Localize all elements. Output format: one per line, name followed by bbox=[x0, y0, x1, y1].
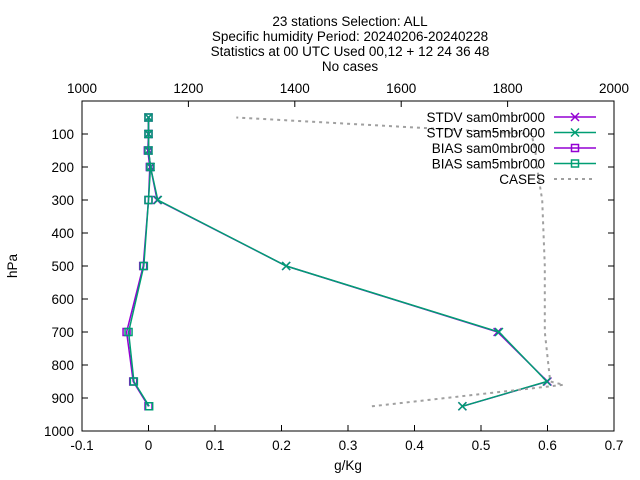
legend-marker bbox=[570, 159, 580, 168]
y-tick-label: 800 bbox=[51, 358, 74, 373]
data-point bbox=[281, 261, 291, 271]
legend-label: STDV sam0mbr000 bbox=[426, 110, 545, 125]
x-tick-label: 0.6 bbox=[538, 438, 557, 453]
series-bias-sam5mbr000 bbox=[124, 113, 155, 411]
title-line-3: Statistics at 00 UTC Used 00,12 + 12 24 … bbox=[211, 44, 490, 59]
legend-label: STDV sam5mbr000 bbox=[426, 126, 545, 141]
legend-label: BIAS sam5mbr000 bbox=[432, 157, 545, 172]
series-line bbox=[127, 117, 152, 407]
legend-label: CASES bbox=[499, 172, 545, 187]
y-tick-label: 500 bbox=[51, 259, 74, 274]
x-axis-ticks: -0.1 0 0.1 0.2 0.3 0.4 0.5 0.6 0.7 bbox=[70, 425, 623, 453]
y-tick-label: 200 bbox=[51, 160, 74, 175]
legend-marker bbox=[570, 127, 580, 138]
y-tick-label: 100 bbox=[51, 127, 74, 142]
x-tick-label: 0 bbox=[145, 438, 153, 453]
data-point bbox=[153, 195, 163, 205]
y-tick-label: 400 bbox=[51, 226, 74, 241]
legend-marker bbox=[570, 143, 580, 153]
y-tick-label: 600 bbox=[51, 292, 74, 307]
x-tick-label: 0.1 bbox=[206, 438, 225, 453]
x2-tick-label: 1600 bbox=[386, 81, 416, 96]
data-point bbox=[144, 113, 153, 122]
data-point bbox=[144, 129, 153, 139]
y-tick-label: 1000 bbox=[44, 424, 74, 439]
data-point bbox=[542, 376, 552, 387]
x-tick-label: -0.1 bbox=[70, 438, 93, 453]
data-point bbox=[457, 401, 467, 411]
y-tick-label: 700 bbox=[51, 325, 74, 340]
legend-label: BIAS sam0mbr000 bbox=[432, 141, 545, 156]
title-line-4: No cases bbox=[322, 59, 379, 74]
y-tick-label: 300 bbox=[51, 193, 74, 208]
x2-tick-label: 1200 bbox=[173, 81, 203, 96]
x2-tick-label: 1000 bbox=[67, 81, 97, 96]
data-point bbox=[129, 377, 139, 386]
chart-title: 23 stations Selection: ALL Specific humi… bbox=[211, 14, 490, 74]
x-tick-label: 0.4 bbox=[405, 438, 424, 453]
x-axis-label: g/Kg bbox=[334, 458, 362, 473]
x-tick-label: 0.2 bbox=[272, 438, 291, 453]
title-line-1: 23 stations Selection: ALL bbox=[272, 14, 428, 29]
data-point bbox=[146, 162, 155, 172]
y-axis-ticks: 100 200 300 400 500 600 700 800 900 1000 bbox=[44, 127, 614, 439]
data-point bbox=[124, 327, 133, 337]
x2-tick-label: 2000 bbox=[599, 81, 629, 96]
x2-tick-label: 1400 bbox=[280, 81, 310, 96]
series-layer bbox=[122, 112, 564, 411]
data-point bbox=[139, 261, 149, 271]
x2-axis-ticks: 1000 1200 1400 1600 1800 2000 bbox=[67, 81, 629, 107]
y-tick-label: 900 bbox=[51, 391, 74, 406]
data-point bbox=[144, 146, 153, 155]
data-point bbox=[144, 402, 154, 411]
data-point bbox=[494, 327, 504, 337]
x-tick-label: 0.5 bbox=[472, 438, 491, 453]
y-axis-label: hPa bbox=[5, 254, 20, 279]
x-tick-label: 0.3 bbox=[339, 438, 358, 453]
title-line-2: Specific humidity Period: 20240206-20240… bbox=[212, 29, 488, 44]
x2-tick-label: 1800 bbox=[493, 81, 523, 96]
x-tick-label: 0.7 bbox=[605, 438, 624, 453]
legend-marker bbox=[570, 112, 580, 122]
data-point bbox=[144, 195, 153, 205]
